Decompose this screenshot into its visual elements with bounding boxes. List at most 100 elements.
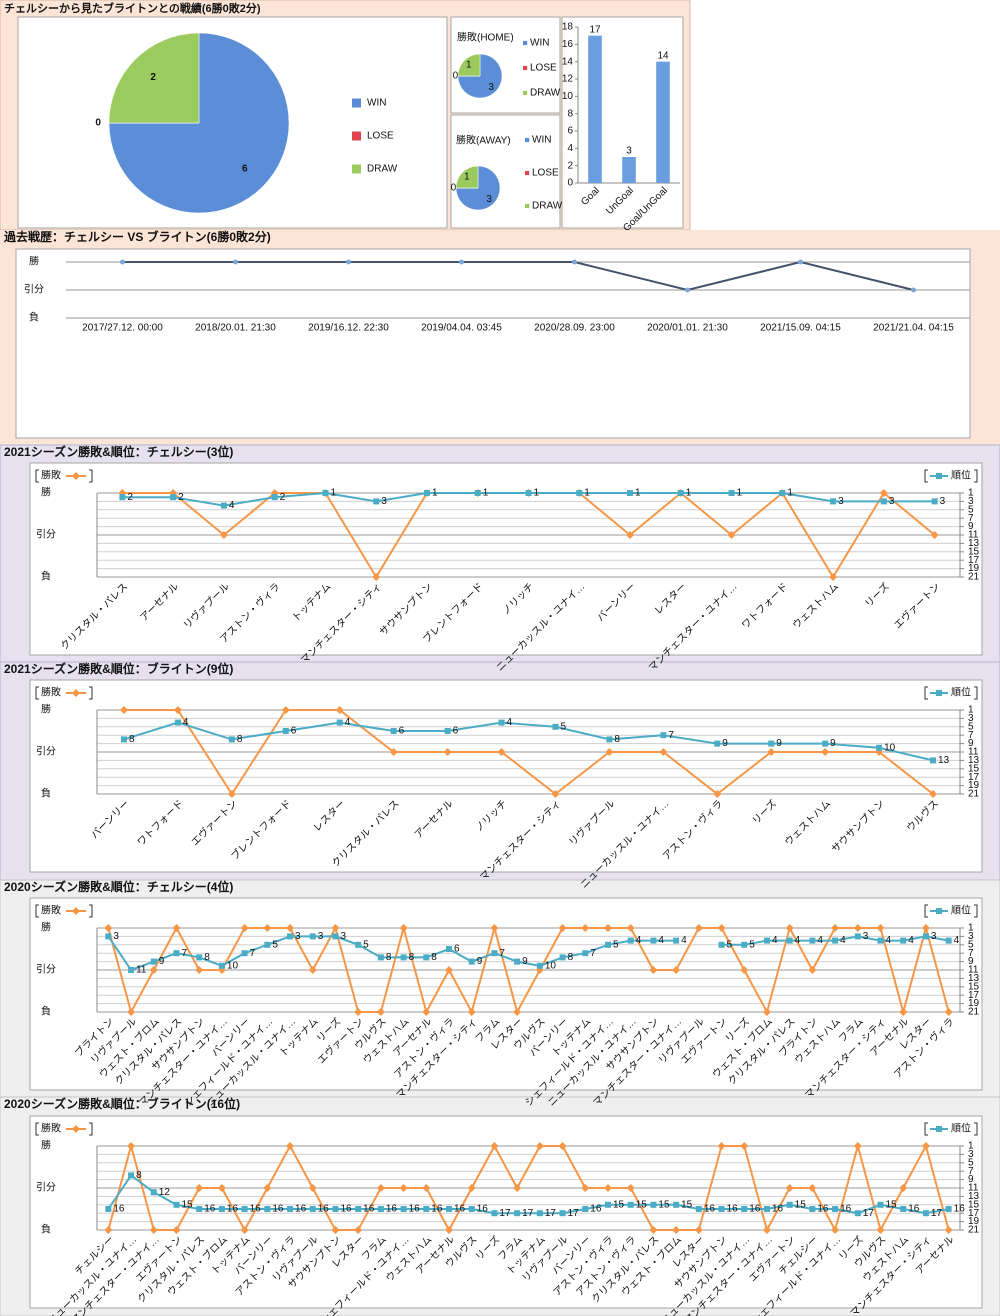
data-label: 1 [464,171,470,182]
data-label: 3 [838,496,844,507]
legend-bracket [974,686,978,700]
data-label: 1 [737,488,743,499]
marker [196,1206,203,1212]
y2-tick-label: 15 [968,1199,980,1210]
marker [763,1206,770,1212]
y2-tick-label: 7 [968,513,974,524]
y-tick-label: 引分 [36,1182,56,1194]
data-label: 4 [908,935,914,946]
legend-bracket [89,1122,93,1136]
legend-swatch [525,170,530,176]
y-tick-label: 負 [41,571,51,583]
marker [714,740,721,747]
data-label: 13 [938,755,950,766]
data-label: 1 [466,59,472,70]
marker [740,1142,749,1150]
marker [650,937,657,944]
data-label: 16 [409,1204,421,1215]
legend-swatch [352,164,361,174]
pie-slice [455,165,479,189]
marker [173,1201,180,1208]
x-tick-label: 2019/04.04. 03:45 [421,323,502,334]
data-label: 8 [386,952,392,963]
data-label: 3 [488,82,494,93]
marker [227,790,236,798]
y2-tick-label: 5 [968,721,974,732]
y2-tick-label: 1 [968,705,974,716]
legend-label: 勝敗 [41,904,61,917]
marker [786,1201,793,1208]
marker [241,950,248,957]
marker [119,706,128,714]
marker [400,1206,407,1212]
legend-label: DRAW [367,164,398,175]
data-label: 8 [568,952,574,963]
marker [104,924,113,932]
marker [673,937,680,944]
data-label: 3 [626,146,632,157]
x-tick-label: 2020/01.01. 21:30 [647,323,728,334]
marker [603,1184,612,1192]
marker [649,1226,658,1234]
marker [233,259,238,265]
y2-tick-label: 21 [968,1007,980,1018]
data-label: 17 [931,1208,943,1219]
data-label: 1 [635,488,641,499]
marker [497,748,506,756]
marker [335,706,344,714]
y-tick-label: 12 [562,74,574,85]
y2-tick-label: 9 [968,956,974,967]
marker [128,967,135,973]
marker [854,1210,861,1217]
marker [930,531,939,539]
data-label: 4 [636,935,642,946]
y2-tick-label: 13 [968,973,980,984]
marker [286,924,295,932]
marker [399,924,408,932]
chart-title: 過去戦歴：チェルシー VS ブライトン(6勝0敗2分) [3,229,271,244]
marker [332,1206,339,1212]
data-label: 16 [727,1204,739,1215]
legend-swatch [525,203,530,209]
y-tick-label: 2 [567,160,573,171]
legend-bracket [924,1122,928,1136]
marker [354,1008,363,1016]
y2-tick-label: 3 [968,1149,974,1160]
data-label: 4 [795,935,801,946]
marker [762,1226,771,1234]
legend-swatch [525,137,530,143]
data-label: 16 [772,1204,784,1215]
marker [498,719,505,726]
marker [105,933,112,940]
marker [559,1210,566,1217]
marker [172,1226,181,1234]
marker [423,490,430,496]
data-label: 5 [560,721,566,732]
y2-tick-label: 15 [968,546,980,557]
marker [551,790,560,798]
marker [119,494,126,501]
chart-title: 2020シーズン勝敗&順位：チェルシー(4位) [4,879,233,894]
data-label: 1 [584,488,590,499]
y2-tick-label: 1 [968,488,974,499]
marker [346,259,351,265]
legend-bracket [924,904,928,918]
data-label: 1 [686,488,692,499]
x-tick-label: 2021/21.04. 04:15 [873,323,954,334]
data-label: 16 [817,1204,829,1215]
marker [332,933,339,940]
chart-box [29,897,983,1091]
y-tick-label: 18 [562,22,574,33]
data-label: 17 [589,24,601,35]
data-label: 4 [183,717,189,728]
marker [228,736,235,743]
data-label: 4 [817,935,823,946]
marker [829,573,838,581]
marker [331,1226,340,1234]
y-tick-label: 負 [41,1006,51,1018]
marker [921,1142,930,1150]
data-label: 2 [178,492,184,503]
marker [879,489,888,497]
marker [936,908,942,914]
marker [354,1226,363,1234]
